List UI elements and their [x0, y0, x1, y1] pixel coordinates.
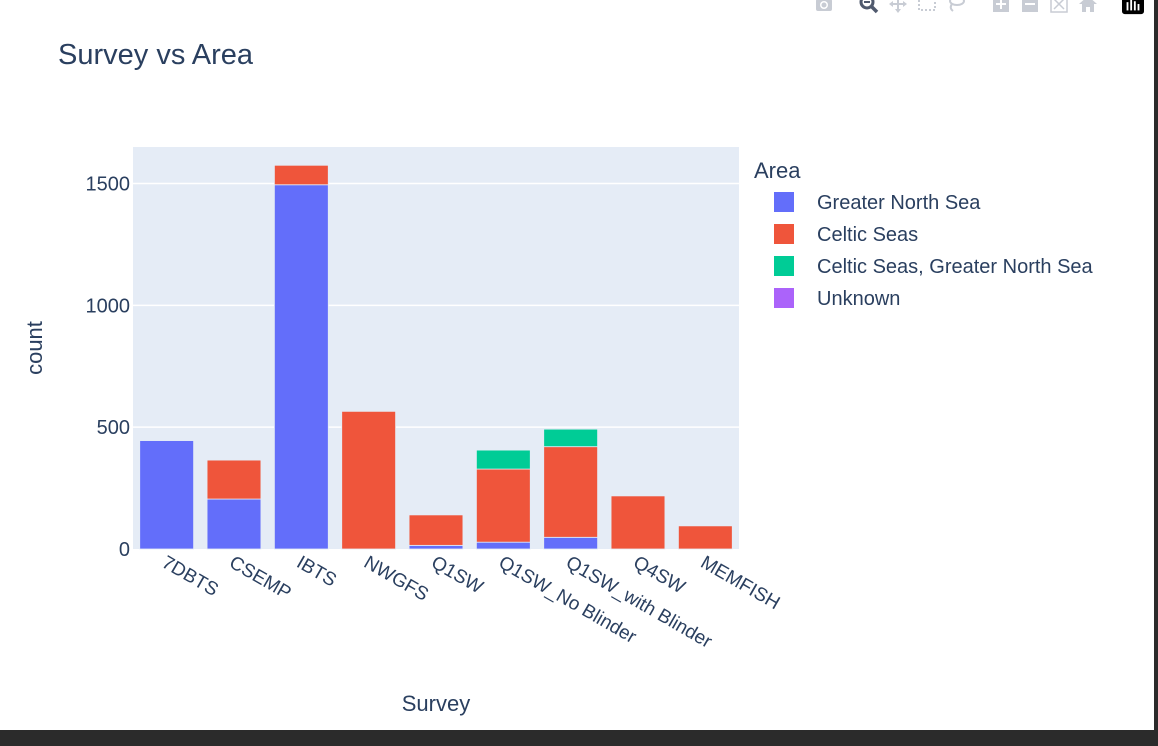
x-tick-label: 7DBTS — [158, 552, 222, 601]
zoom-icon — [859, 0, 879, 14]
bar-segment[interactable] — [273, 184, 329, 550]
legend-item-label[interactable]: Greater North Sea — [817, 192, 981, 214]
zoom-button[interactable] — [858, 0, 880, 15]
legend-swatch[interactable] — [774, 288, 794, 308]
zoom-in-button[interactable] — [990, 0, 1012, 15]
bars — [139, 164, 733, 550]
camera-icon — [816, 0, 832, 11]
gridlines — [133, 182, 739, 428]
bar-segment[interactable] — [475, 468, 531, 543]
bar-segment[interactable] — [408, 514, 464, 546]
plot-container: Survey vs Area 0 500 1000 1500 7DBTS CSEMP IB… — [0, 0, 1154, 730]
window-right-edge — [1154, 0, 1158, 746]
y-axis-ticks: 0 500 1000 1500 — [86, 174, 131, 561]
x-tick-label: Q1SW — [428, 552, 487, 598]
bar-segment[interactable] — [475, 541, 531, 550]
pan-icon — [889, 0, 907, 13]
reset-axes-button[interactable] — [1077, 0, 1099, 15]
bar-segment[interactable] — [475, 449, 531, 470]
modebar — [806, 0, 1144, 16]
box-select-button[interactable] — [916, 0, 938, 15]
bar-segment[interactable] — [273, 164, 329, 186]
bar-segment[interactable] — [543, 536, 599, 550]
bar-segment[interactable] — [206, 498, 262, 550]
bar-segment[interactable] — [139, 440, 195, 550]
y-tick-label: 0 — [119, 539, 130, 561]
bar-segment[interactable] — [543, 428, 599, 448]
bar-segment[interactable] — [341, 410, 397, 550]
chart-title: Survey vs Area — [58, 39, 254, 71]
lasso-select-icon — [949, 0, 965, 12]
window-bottom-edge — [0, 730, 1158, 746]
home-icon — [1079, 0, 1097, 12]
y-tick-label: 500 — [97, 417, 130, 439]
legend-item-label[interactable]: Celtic Seas, Greater North Sea — [817, 256, 1094, 278]
autoscale-button[interactable] — [1048, 0, 1070, 15]
bar-segment[interactable] — [610, 495, 666, 550]
x-tick-label: NWGFS — [360, 552, 432, 606]
legend-title: Area — [754, 158, 801, 183]
plotly-logo[interactable] — [1122, 0, 1144, 15]
plotly-logo-icon — [1122, 0, 1144, 15]
y-axis-title: count — [22, 321, 47, 375]
zoom-out-button[interactable] — [1019, 0, 1041, 15]
legend-swatch[interactable] — [774, 256, 794, 276]
bar-segment[interactable] — [206, 459, 262, 500]
autoscale-icon — [1050, 0, 1068, 13]
legend: Area Greater North Sea Celtic Seas Celtic … — [754, 158, 1094, 310]
legend-swatch[interactable] — [774, 224, 794, 244]
bar-chart: Survey vs Area 0 500 1000 1500 7DBTS CSEMPIB… — [22, 39, 1094, 716]
legend-swatch[interactable] — [774, 192, 794, 212]
x-tick-label: CSEMP — [226, 552, 295, 604]
zoom-out-icon — [1022, 0, 1038, 12]
lasso-select-button[interactable] — [945, 0, 967, 15]
legend-item-label[interactable]: Celtic Seas — [817, 224, 918, 246]
bar-segment[interactable] — [678, 525, 733, 550]
x-tick-label: IBTS — [293, 552, 340, 591]
x-axis-title: Survey — [402, 691, 470, 716]
bar-segment[interactable] — [408, 544, 464, 550]
x-tick-label: MEMFISH — [697, 552, 783, 614]
y-tick-label: 1000 — [86, 295, 131, 317]
legend-item-label[interactable]: Unknown — [817, 288, 900, 310]
box-select-icon — [918, 0, 936, 11]
pan-button[interactable] — [887, 0, 909, 15]
zoom-in-icon — [993, 0, 1009, 12]
bar-segment[interactable] — [543, 446, 599, 538]
y-tick-label: 1500 — [86, 174, 131, 196]
download-plot-button[interactable] — [813, 0, 835, 15]
